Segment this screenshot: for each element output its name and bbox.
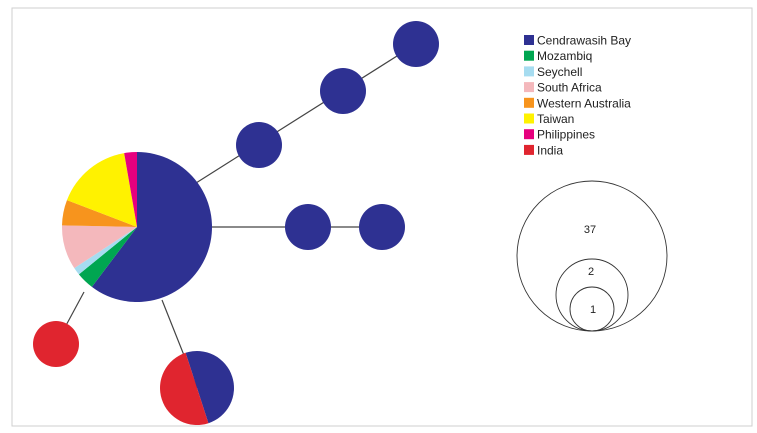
- legend-swatch-india: [524, 144, 534, 155]
- legend-swatch-philippines: [524, 129, 534, 140]
- mixed-pie-slice-india: [160, 352, 209, 425]
- mixed-pie-slice-cendrawasih-bay: [185, 351, 234, 424]
- haplotype-node-top-3: [236, 122, 282, 168]
- haplotype-node-right-1: [285, 204, 331, 250]
- legend-label-cendrawasih-bay: Cendrawasih Bay: [537, 34, 631, 48]
- legend-label-taiwan: Taiwan: [537, 112, 574, 126]
- legend-label-western-australia: Western Australia: [537, 96, 631, 110]
- legend-swatch-taiwan: [524, 113, 534, 124]
- legend-label-india: India: [537, 143, 563, 157]
- legend-label-mozambiq: Mozambiq: [537, 49, 592, 63]
- scale-label-small: 1: [590, 304, 596, 316]
- legend-label-seychell: Seychell: [537, 65, 582, 79]
- scale-label-medium: 2: [588, 266, 594, 278]
- mixed-haplotype-pie: [160, 351, 234, 425]
- legend-swatch-mozambiq: [524, 50, 534, 61]
- legend-swatch-cendrawasih-bay: [524, 35, 534, 45]
- haplotype-node-right-2: [359, 204, 405, 250]
- main-pie-slice-mozambiq: [78, 227, 137, 287]
- legend-label-philippines: Philippines: [537, 128, 595, 142]
- haplotype-node-top-2: [320, 68, 366, 114]
- main-pie-slice-western-australia: [62, 200, 137, 227]
- legend-swatch-south-africa: [524, 82, 534, 93]
- main-pie-slice-philippines: [124, 152, 137, 227]
- haplotype-node-top-1: [393, 21, 439, 67]
- main-pie-slice-seychell: [74, 227, 137, 275]
- main-pie-slice-taiwan: [66, 153, 137, 227]
- figure-border: [11, 7, 753, 427]
- legend-swatch-western-australia: [524, 97, 534, 108]
- scale-label-large: 37: [584, 224, 596, 236]
- scale-circle-small: [569, 286, 615, 332]
- legend-label-south-africa: South Africa: [537, 81, 602, 95]
- main-pie-slice-south-africa: [61, 225, 137, 269]
- size-scale: 37 2 1: [516, 180, 668, 332]
- edge-main-to-top-chain: [195, 43, 417, 184]
- main-haplotype-pie: [61, 152, 212, 302]
- main-pie-slice-cendrawasih-bay: [91, 152, 212, 302]
- haplotype-node-india: [33, 321, 79, 367]
- legend-swatch-seychell: [524, 66, 534, 77]
